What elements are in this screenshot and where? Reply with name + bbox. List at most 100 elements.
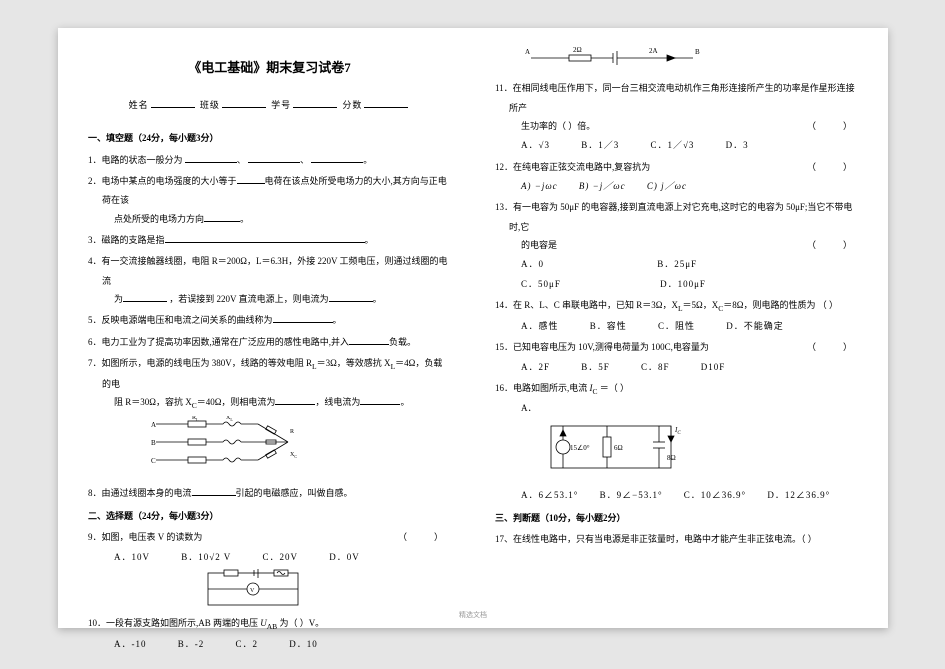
q16-a: A．6∠53.1°: [521, 486, 578, 505]
q17: 17、在线性电路中，只有当电源是非正弦量时，电路中才能产生非正弦电流。（ ）: [495, 530, 860, 549]
q12-c: C) j／ωc: [647, 177, 687, 196]
q16-opts: A．6∠53.1° B．9∠−53.1° C．10∠36.9° D．12∠36.…: [495, 486, 860, 505]
section-1-head: 一、填空题（24分，每小题3分）: [88, 129, 451, 148]
q9-opts: A．10V B．10√2 V C．20V D．0V: [88, 548, 451, 567]
q9-a: A．10V: [114, 548, 150, 567]
q14: 14．在 R、L、C 串联电路中，已知 R＝3Ω，XL＝5Ω，XC＝8Ω，则电路…: [495, 296, 860, 317]
q5a: 5．反映电源端电压和电流之间关系的曲线称为: [88, 315, 273, 325]
q16-b: B．9∠−53.1°: [600, 486, 663, 505]
q11-paren: （ ）: [807, 117, 852, 136]
q13-opts-1: A．0 B．25μF: [495, 255, 860, 274]
q11-a: A．√3: [521, 136, 550, 155]
score-label: 分数: [342, 100, 362, 110]
q10-d: D．10: [289, 635, 318, 654]
q11-b: B．1／3: [581, 136, 619, 155]
q9-c: C．20V: [263, 548, 299, 567]
q11-c: C．1／√3: [650, 136, 694, 155]
q7-circuit-icon: A B C RL XL R XC: [148, 416, 308, 474]
q9-text: 9．如图，电压表 V 的读数为: [88, 532, 202, 542]
q13-b: B．25μF: [657, 255, 697, 274]
q14-opts: A．感性 B．容性 C．阻性 D．不能确定: [495, 317, 860, 336]
q16e-line: A．: [495, 399, 860, 418]
q10-B: B: [695, 48, 700, 56]
q15-opts: A．2F B．5F C．8F D10F: [495, 358, 860, 377]
q16: 16．电路如图所示,电流 IC ＝（ ）: [495, 379, 860, 400]
q9-b: B．10√2 V: [181, 548, 231, 567]
q7b5: 。: [400, 397, 409, 407]
q4b: 为: [114, 294, 123, 304]
left-column: 《电工基础》期末复习试卷7 姓名 班级 学号 分数 一、填空题（24分，每小题3…: [58, 28, 473, 628]
q11: 11．在相同线电压作用下，同一台三相交流电动机作三角形连接所产生的功率是作星形连…: [495, 79, 860, 118]
q10-diagram: A B 2Ω 2A: [525, 46, 860, 77]
q7-R: R: [290, 429, 294, 435]
q1-sep2: 、: [300, 155, 309, 165]
q6: 6．电力工业为了提高功率因数,通常在广泛应用的感性电路中,并入负载。: [88, 333, 451, 352]
q9-R: R: [228, 569, 232, 571]
q1-text: 1．电路的状态一般分为: [88, 155, 183, 165]
q16-diagram: 15∠0° 6Ω IC 8Ω: [541, 420, 860, 485]
q14c: ＝5Ω，X: [683, 300, 719, 310]
q16c: C: [593, 387, 598, 396]
q16-r: 6Ω: [614, 444, 623, 452]
q7-XC: XC: [290, 452, 297, 459]
q7b-line: 阻 R＝30Ω，容抗 XC＝40Ω，则相电流为，线电流为。: [88, 393, 451, 414]
q7b: 阻 R＝30Ω，容抗 X: [114, 397, 192, 407]
q16-c2: C．10∠36.9°: [684, 486, 746, 505]
q11b-line: 生功率的（ ）倍。 （ ）: [495, 117, 860, 136]
q11-text: 11．在相同线电压作用下，同一台三相交流电动机作三角形连接所产生的功率是作星形连…: [495, 83, 855, 112]
sid-label: 学号: [271, 100, 291, 110]
q10-A: A: [525, 48, 530, 56]
q14a: 14．在 R、L、C 串联电路中，已知 R＝3Ω，X: [495, 300, 678, 310]
q10-b: B．-2: [178, 635, 205, 654]
q10c: AB: [267, 622, 277, 631]
q3a: 3．磁路的支路是指: [88, 235, 165, 245]
meta-line: 姓名 班级 学号 分数: [88, 96, 451, 115]
q4b-line: 为 ，若误接到 220V 直流电源上，则电流为 。: [88, 290, 451, 309]
q7a3: ＝3Ω，等效感抗 X: [317, 358, 391, 368]
q4c: ，若误接到 220V 直流电源上，则电流为: [169, 294, 328, 304]
q13: 13．有一电容为 50μF 的电容器,接到直流电源上对它充电,这时它的电容为 5…: [495, 198, 860, 237]
q10-a: A．-10: [114, 635, 147, 654]
q13-paren: （ ）: [807, 236, 852, 255]
q9-C: C: [253, 569, 257, 571]
q16d: ＝（ ）: [600, 383, 629, 393]
q16-d: D．12∠36.9°: [767, 486, 830, 505]
q2c-line: 点处所受的电场力方向 。: [88, 210, 451, 229]
q12-b: B) −j／ωc: [579, 177, 626, 196]
q10-opts: A．-10 B．-2 C．2 D．10: [88, 635, 451, 654]
q15-c: C．8F: [641, 358, 670, 377]
q15: 15．已知电容电压为 10V,测得电荷量为 100C,电容量为 （ ）: [495, 338, 860, 357]
q7-B: B: [151, 439, 156, 447]
q10-circuit-icon: A B 2Ω 2A: [525, 46, 705, 70]
q16-c: 8Ω: [667, 454, 676, 462]
section-2-head: 二、选择题（24分，每小题3分）: [88, 507, 451, 526]
q12-text: 12．在纯电容正弦交流电路中,复容抗为: [495, 162, 650, 172]
q7-diagram: A B C RL XL R XC: [148, 416, 451, 481]
q7: 7．如图所示，电源的线电压为 380V，线路的等效电阻 RL＝3Ω，等效感抗 X…: [88, 354, 451, 394]
q11-opts: A．√3 B．1／3 C．1／√3 D．3: [495, 136, 860, 155]
q10-cur: 2A: [649, 47, 658, 55]
q10-c: C．2: [236, 635, 259, 654]
q4c-end: 。: [373, 294, 382, 304]
q5b: 。: [333, 315, 342, 325]
q5: 5．反映电源端电压和电流之间关系的曲线称为 。: [88, 311, 451, 330]
q1-sep1: 、: [237, 155, 246, 165]
q16-text: 16．电路如图所示,电流: [495, 383, 587, 393]
q6a: 6．电力工业为了提高功率因数,通常在广泛应用的感性电路中,并入: [88, 337, 349, 347]
q15-paren: （ ）: [821, 338, 852, 357]
q14-c: C．阻性: [658, 317, 695, 336]
q1: 1．电路的状态一般分为 、 、 。: [88, 151, 451, 170]
q1-end: 。: [363, 155, 372, 165]
q2c-end: 。: [240, 214, 249, 224]
q3b: 。: [365, 235, 374, 245]
q15-d: D10F: [701, 358, 726, 377]
q15-a: A．2F: [521, 358, 550, 377]
q2: 2．电场中某点的电场强度的大小等于电荷在该点处所受电场力的大小,其方向与正电荷在…: [88, 172, 451, 211]
q17-text: 17、在线性电路中，只有当电源是非正弦量时，电路中才能产生非正弦电流。（ ）: [495, 534, 817, 544]
exam-title: 《电工基础》期末复习试卷7: [88, 54, 451, 82]
q14-a: A．感性: [521, 317, 559, 336]
q7-A: A: [151, 421, 156, 429]
right-column: A B 2Ω 2A 11．在相同线电压作用下，同一台三相交流电动机作三角形连接所…: [473, 28, 888, 628]
q13a: 13．有一电容为 50μF 的电容器,接到直流电源上对它充电,这时它的电容为 5…: [495, 202, 852, 231]
q2c: 点处所受的电场力方向: [114, 214, 204, 224]
